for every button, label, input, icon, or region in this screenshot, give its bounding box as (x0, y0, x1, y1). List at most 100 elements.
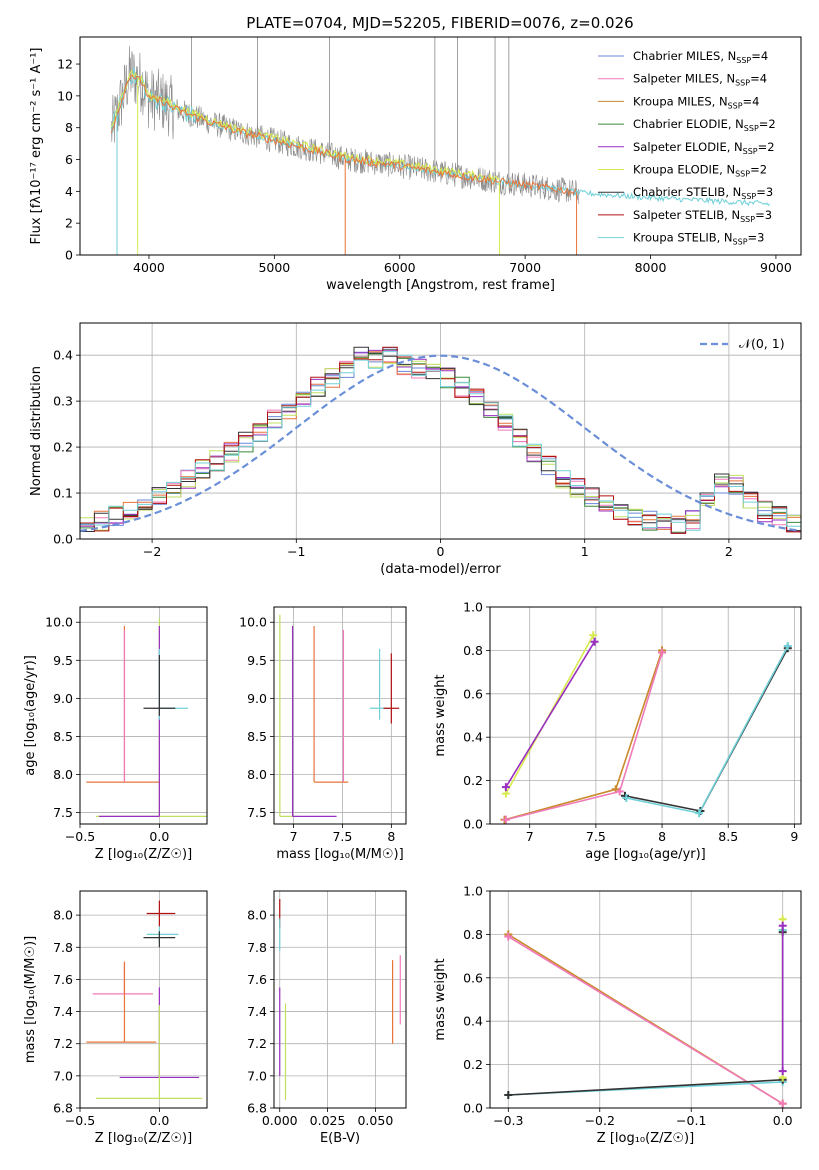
y-tick-label: 10.0 (45, 615, 73, 630)
legend-sub: SSP (728, 101, 743, 110)
y-tick-label: 8.0 (247, 767, 267, 782)
axes-age_vs_Z: −0.5 0.0 7.5 8.0 8.5 9.0 9.5 10.0 Z [log₁₀(Z/Z☉)… (23, 606, 208, 862)
x-tick-label: 0.0 (149, 1113, 169, 1128)
y-tick-label: 7.0 (53, 1068, 73, 1083)
legend-label: Salpeter STELIB, NSSP=3 (633, 208, 772, 224)
y-tick-label: 9.0 (53, 691, 73, 706)
y-axis-label: Normed distribution (29, 366, 44, 496)
legend-post: =2 (750, 163, 767, 177)
series-line (508, 930, 784, 1096)
y-tick-label: 6 (65, 152, 73, 167)
series-line (507, 935, 784, 1105)
x-tick-label: 7.5 (586, 829, 606, 844)
series-line (508, 932, 784, 1096)
axes-frame (79, 322, 802, 540)
legend-post: =4 (751, 49, 768, 63)
x-tick-label: 8 (658, 829, 666, 844)
y-tick-label: 1.0 (463, 600, 483, 615)
legend-label: Kroupa ELODIE, NSSP=2 (633, 163, 767, 179)
x-tick-label: −2 (143, 544, 161, 559)
x-tick-label: 0.050 (357, 1113, 393, 1128)
y-tick-label: 8 (65, 120, 73, 135)
x-tick-label: 9 (790, 829, 798, 844)
y-tick-label: 0.3 (53, 394, 73, 409)
x-tick-label: −0.5 (65, 1113, 95, 1128)
legend-label: Chabrier STELIB, NSSP=3 (633, 185, 773, 201)
legend-sub: SSP (740, 215, 755, 224)
x-axis-label: E(B-V) (320, 1131, 360, 1146)
y-tick-label: 7.2 (247, 1036, 267, 1051)
axes-frame (79, 890, 208, 1109)
x-tick-label: 0.000 (262, 1113, 298, 1128)
histogram-step (80, 351, 801, 531)
plot-area-mass_vs_ebv (274, 891, 406, 1108)
plot-area-residuals (80, 323, 801, 539)
y-tick-label: 0 (65, 248, 73, 263)
x-tick-label: 7 (526, 829, 534, 844)
y-tick-label: 0.8 (463, 643, 483, 658)
x-axis-label: Z [log₁₀(Z/Z☉)] (95, 1131, 192, 1146)
x-tick-label: 0.0 (149, 829, 169, 844)
axes-frame (79, 606, 208, 825)
axes-frame (489, 890, 802, 1109)
y-tick-label: 0.8 (463, 927, 483, 942)
y-tick-label: 9.5 (247, 653, 267, 668)
x-axis-label: wavelength [Angstrom, rest frame] (326, 278, 555, 293)
y-tick-label: 7.4 (247, 1004, 267, 1019)
y-tick-label: 0.4 (463, 1014, 483, 1029)
series-line (624, 647, 789, 812)
legend-post: =3 (755, 208, 772, 222)
legend-residual: 𝒩(0, 1) (700, 336, 785, 351)
y-tick-label: 0.0 (463, 817, 483, 832)
series-line (505, 641, 596, 788)
y-axis-label: Flux [fλ10⁻¹⁷ erg cm⁻² s⁻¹ A⁻¹] (29, 48, 44, 245)
y-tick-label: 9.0 (247, 691, 267, 706)
legend-label: 𝒩(0, 1) (739, 336, 785, 351)
legend-post: =2 (758, 140, 775, 154)
y-axis-label: mass [log₁₀(M/M☉)] (23, 936, 38, 1063)
y-tick-label: 7.2 (53, 1036, 73, 1051)
legend-label: Chabrier ELODIE, NSSP=2 (633, 117, 776, 133)
x-tick-label: 8.5 (718, 829, 738, 844)
plot-area-weight_vs_age (490, 607, 801, 824)
y-tick-label: 6.8 (247, 1101, 267, 1116)
axes-frame (489, 606, 802, 825)
plot-area-age_vs_Z (80, 607, 207, 824)
model-kroupa-miles (110, 74, 577, 196)
y-tick-label: 7.0 (247, 1068, 267, 1083)
y-tick-label: 0.0 (53, 532, 73, 547)
x-tick-label: 5000 (258, 260, 290, 275)
legend-sub: SSP (743, 147, 758, 156)
plot-area-spectrum (110, 37, 771, 255)
axes-frame (273, 890, 407, 1109)
legend-label: Salpeter MILES, NSSP=4 (633, 72, 767, 88)
x-tick-label: −0.1 (676, 1113, 706, 1128)
legend-label: Chabrier MILES, NSSP=4 (633, 49, 768, 65)
plot-area-age_vs_mass (274, 607, 406, 824)
series-line (626, 645, 789, 815)
y-tick-label: 0.6 (463, 970, 483, 985)
x-tick-label: −0.3 (493, 1113, 523, 1128)
x-tick-label: 6000 (384, 260, 416, 275)
series-line (504, 650, 663, 821)
y-tick-label: 7.6 (53, 972, 73, 987)
y-tick-label: 0.6 (463, 686, 483, 701)
x-tick-label: 7.5 (332, 829, 352, 844)
x-tick-label: 8 (387, 829, 395, 844)
legend-post: =3 (748, 231, 765, 245)
x-tick-label: −1 (287, 544, 305, 559)
axes-residuals: −2 −1 0 1 2 0.0 0.1 0.2 0.3 0.4 (data-model)/error… (29, 322, 802, 577)
legend-spectrum: Chabrier MILES, NSSP=4 Salpeter MILES, NS… (598, 49, 776, 247)
x-tick-label: 4000 (133, 260, 165, 275)
y-axis-label: age [log₁₀(age/yr)] (23, 655, 38, 776)
legend-post: =4 (743, 94, 760, 108)
x-tick-label: −0.5 (65, 829, 95, 844)
y-tick-label: 7.6 (247, 972, 267, 987)
legend-sub: SSP (741, 192, 756, 201)
x-axis-label: Z [log₁₀(Z/Z☉)] (597, 1131, 694, 1146)
axes-frame (273, 606, 407, 825)
y-tick-label: 0.1 (53, 486, 73, 501)
y-tick-label: 0.0 (463, 1101, 483, 1116)
y-tick-label: 8.5 (247, 729, 267, 744)
y-tick-label: 4 (65, 184, 73, 199)
